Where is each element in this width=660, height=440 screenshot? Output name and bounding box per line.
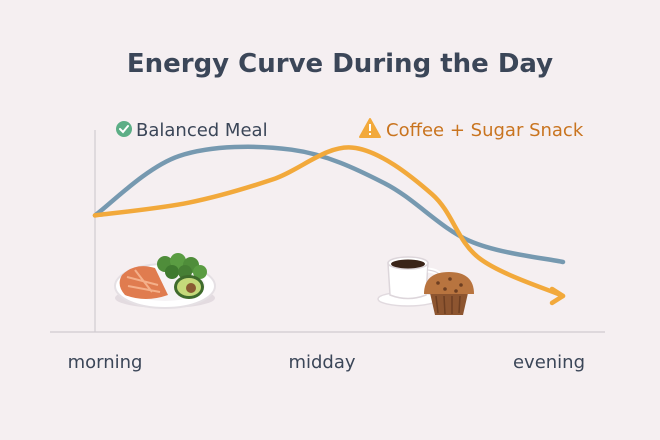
salmon-plate-illustration — [114, 253, 216, 309]
legend: Balanced Meal Coffee + Sugar Snack — [116, 118, 584, 141]
coffee-muffin-illustration — [377, 256, 474, 315]
x-tick-morning: morning — [68, 352, 143, 373]
x-tick-midday: midday — [288, 352, 355, 373]
check-circle-icon — [116, 121, 132, 137]
legend-label-balanced: Balanced Meal — [136, 120, 268, 141]
x-tick-evening: evening — [513, 352, 585, 373]
legend-label-coffee: Coffee + Sugar Snack — [386, 120, 584, 141]
legend-item-coffee: Coffee + Sugar Snack — [359, 118, 584, 141]
warning-icon — [359, 118, 381, 138]
series-line-coffee-sugar — [92, 145, 566, 299]
series-line-balanced-meal — [92, 144, 566, 265]
series-arrowhead-coffee-sugar — [549, 286, 566, 306]
chart-title: Energy Curve During the Day — [127, 49, 553, 79]
legend-item-balanced: Balanced Meal — [116, 120, 268, 141]
